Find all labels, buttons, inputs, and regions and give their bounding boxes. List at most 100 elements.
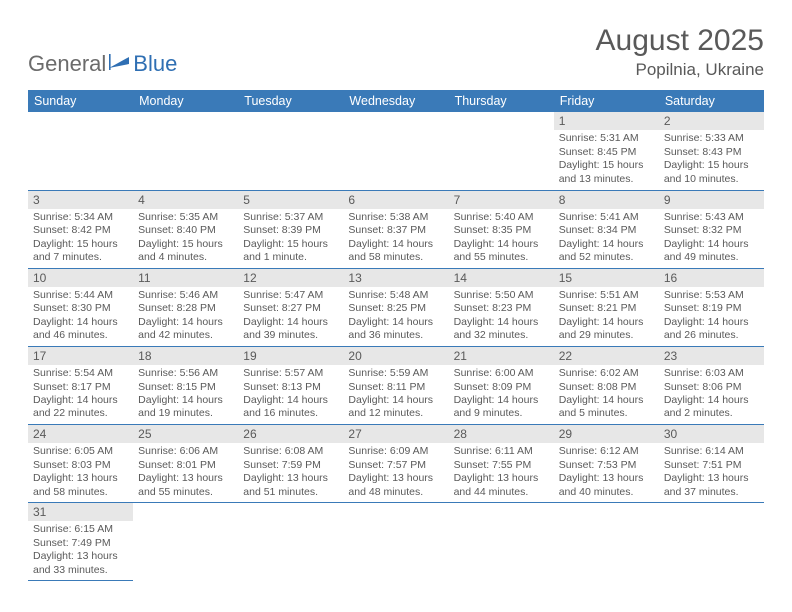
day-cell: 17Sunrise: 5:54 AMSunset: 8:17 PMDayligh… (28, 346, 133, 424)
day-details: Sunrise: 5:51 AMSunset: 8:21 PMDaylight:… (554, 287, 659, 346)
calendar-row: 10Sunrise: 5:44 AMSunset: 8:30 PMDayligh… (28, 268, 764, 346)
day-details: Sunrise: 5:47 AMSunset: 8:27 PMDaylight:… (238, 287, 343, 346)
day-cell: 9Sunrise: 5:43 AMSunset: 8:32 PMDaylight… (659, 190, 764, 268)
day-number: 29 (554, 425, 659, 443)
empty-cell (238, 112, 343, 190)
empty-cell (133, 112, 238, 190)
day-cell: 12Sunrise: 5:47 AMSunset: 8:27 PMDayligh… (238, 268, 343, 346)
day-details: Sunrise: 5:57 AMSunset: 8:13 PMDaylight:… (238, 365, 343, 424)
day-number: 12 (238, 269, 343, 287)
brand-part2: Blue (133, 51, 177, 77)
day-number: 30 (659, 425, 764, 443)
day-details: Sunrise: 5:34 AMSunset: 8:42 PMDaylight:… (28, 209, 133, 268)
day-details: Sunrise: 5:37 AMSunset: 8:39 PMDaylight:… (238, 209, 343, 268)
day-cell: 23Sunrise: 6:03 AMSunset: 8:06 PMDayligh… (659, 346, 764, 424)
weekday-header: Saturday (659, 90, 764, 112)
day-cell: 19Sunrise: 5:57 AMSunset: 8:13 PMDayligh… (238, 346, 343, 424)
day-details: Sunrise: 5:35 AMSunset: 8:40 PMDaylight:… (133, 209, 238, 268)
day-number: 21 (449, 347, 554, 365)
empty-cell (449, 503, 554, 581)
day-number: 25 (133, 425, 238, 443)
day-details: Sunrise: 5:33 AMSunset: 8:43 PMDaylight:… (659, 130, 764, 189)
day-number: 26 (238, 425, 343, 443)
day-number: 31 (28, 503, 133, 521)
day-details: Sunrise: 5:59 AMSunset: 8:11 PMDaylight:… (343, 365, 448, 424)
day-details: Sunrise: 5:46 AMSunset: 8:28 PMDaylight:… (133, 287, 238, 346)
weekday-header-row: Sunday Monday Tuesday Wednesday Thursday… (28, 90, 764, 112)
day-number: 6 (343, 191, 448, 209)
day-number: 1 (554, 112, 659, 130)
day-details: Sunrise: 6:06 AMSunset: 8:01 PMDaylight:… (133, 443, 238, 502)
day-cell: 25Sunrise: 6:06 AMSunset: 8:01 PMDayligh… (133, 424, 238, 502)
day-number: 18 (133, 347, 238, 365)
day-number: 8 (554, 191, 659, 209)
empty-cell (133, 503, 238, 581)
day-details: Sunrise: 6:03 AMSunset: 8:06 PMDaylight:… (659, 365, 764, 424)
day-details: Sunrise: 5:50 AMSunset: 8:23 PMDaylight:… (449, 287, 554, 346)
day-details: Sunrise: 6:00 AMSunset: 8:09 PMDaylight:… (449, 365, 554, 424)
day-number: 20 (343, 347, 448, 365)
day-number: 5 (238, 191, 343, 209)
day-cell: 20Sunrise: 5:59 AMSunset: 8:11 PMDayligh… (343, 346, 448, 424)
day-cell: 10Sunrise: 5:44 AMSunset: 8:30 PMDayligh… (28, 268, 133, 346)
day-number: 2 (659, 112, 764, 130)
empty-cell (659, 503, 764, 581)
day-details: Sunrise: 5:44 AMSunset: 8:30 PMDaylight:… (28, 287, 133, 346)
day-number: 14 (449, 269, 554, 287)
weekday-header: Thursday (449, 90, 554, 112)
day-details: Sunrise: 6:02 AMSunset: 8:08 PMDaylight:… (554, 365, 659, 424)
day-number: 24 (28, 425, 133, 443)
empty-cell (343, 112, 448, 190)
day-details: Sunrise: 5:53 AMSunset: 8:19 PMDaylight:… (659, 287, 764, 346)
empty-cell (554, 503, 659, 581)
weekday-header: Monday (133, 90, 238, 112)
weekday-header: Friday (554, 90, 659, 112)
day-cell: 18Sunrise: 5:56 AMSunset: 8:15 PMDayligh… (133, 346, 238, 424)
day-details: Sunrise: 5:48 AMSunset: 8:25 PMDaylight:… (343, 287, 448, 346)
day-number: 11 (133, 269, 238, 287)
empty-cell (28, 112, 133, 190)
day-cell: 5Sunrise: 5:37 AMSunset: 8:39 PMDaylight… (238, 190, 343, 268)
day-number: 15 (554, 269, 659, 287)
empty-cell (343, 503, 448, 581)
header: General Blue August 2025 Popilnia, Ukrai… (28, 24, 764, 80)
day-cell: 7Sunrise: 5:40 AMSunset: 8:35 PMDaylight… (449, 190, 554, 268)
empty-cell (449, 112, 554, 190)
empty-cell (238, 503, 343, 581)
day-details: Sunrise: 5:31 AMSunset: 8:45 PMDaylight:… (554, 130, 659, 189)
day-cell: 8Sunrise: 5:41 AMSunset: 8:34 PMDaylight… (554, 190, 659, 268)
day-cell: 22Sunrise: 6:02 AMSunset: 8:08 PMDayligh… (554, 346, 659, 424)
day-cell: 2Sunrise: 5:33 AMSunset: 8:43 PMDaylight… (659, 112, 764, 190)
day-details: Sunrise: 5:40 AMSunset: 8:35 PMDaylight:… (449, 209, 554, 268)
day-cell: 11Sunrise: 5:46 AMSunset: 8:28 PMDayligh… (133, 268, 238, 346)
calendar-row: 3Sunrise: 5:34 AMSunset: 8:42 PMDaylight… (28, 190, 764, 268)
day-cell: 21Sunrise: 6:00 AMSunset: 8:09 PMDayligh… (449, 346, 554, 424)
day-cell: 27Sunrise: 6:09 AMSunset: 7:57 PMDayligh… (343, 424, 448, 502)
calendar-table: Sunday Monday Tuesday Wednesday Thursday… (28, 90, 764, 581)
day-cell: 15Sunrise: 5:51 AMSunset: 8:21 PMDayligh… (554, 268, 659, 346)
calendar-row: 31Sunrise: 6:15 AMSunset: 7:49 PMDayligh… (28, 503, 764, 581)
day-details: Sunrise: 6:09 AMSunset: 7:57 PMDaylight:… (343, 443, 448, 502)
day-cell: 16Sunrise: 5:53 AMSunset: 8:19 PMDayligh… (659, 268, 764, 346)
day-cell: 1Sunrise: 5:31 AMSunset: 8:45 PMDaylight… (554, 112, 659, 190)
day-details: Sunrise: 6:11 AMSunset: 7:55 PMDaylight:… (449, 443, 554, 502)
day-cell: 26Sunrise: 6:08 AMSunset: 7:59 PMDayligh… (238, 424, 343, 502)
day-details: Sunrise: 5:41 AMSunset: 8:34 PMDaylight:… (554, 209, 659, 268)
day-details: Sunrise: 5:43 AMSunset: 8:32 PMDaylight:… (659, 209, 764, 268)
day-number: 3 (28, 191, 133, 209)
day-number: 7 (449, 191, 554, 209)
day-number: 10 (28, 269, 133, 287)
day-number: 27 (343, 425, 448, 443)
day-details: Sunrise: 6:12 AMSunset: 7:53 PMDaylight:… (554, 443, 659, 502)
day-number: 28 (449, 425, 554, 443)
day-cell: 6Sunrise: 5:38 AMSunset: 8:37 PMDaylight… (343, 190, 448, 268)
day-cell: 30Sunrise: 6:14 AMSunset: 7:51 PMDayligh… (659, 424, 764, 502)
day-cell: 3Sunrise: 5:34 AMSunset: 8:42 PMDaylight… (28, 190, 133, 268)
calendar-row: 1Sunrise: 5:31 AMSunset: 8:45 PMDaylight… (28, 112, 764, 190)
brand-part1: General (28, 51, 106, 77)
flag-icon (109, 54, 131, 70)
day-cell: 24Sunrise: 6:05 AMSunset: 8:03 PMDayligh… (28, 424, 133, 502)
calendar-row: 24Sunrise: 6:05 AMSunset: 8:03 PMDayligh… (28, 424, 764, 502)
calendar-row: 17Sunrise: 5:54 AMSunset: 8:17 PMDayligh… (28, 346, 764, 424)
day-details: Sunrise: 6:14 AMSunset: 7:51 PMDaylight:… (659, 443, 764, 502)
